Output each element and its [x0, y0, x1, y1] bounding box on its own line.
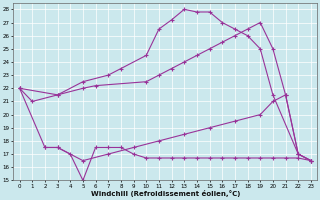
- X-axis label: Windchill (Refroidissement éolien,°C): Windchill (Refroidissement éolien,°C): [91, 190, 240, 197]
